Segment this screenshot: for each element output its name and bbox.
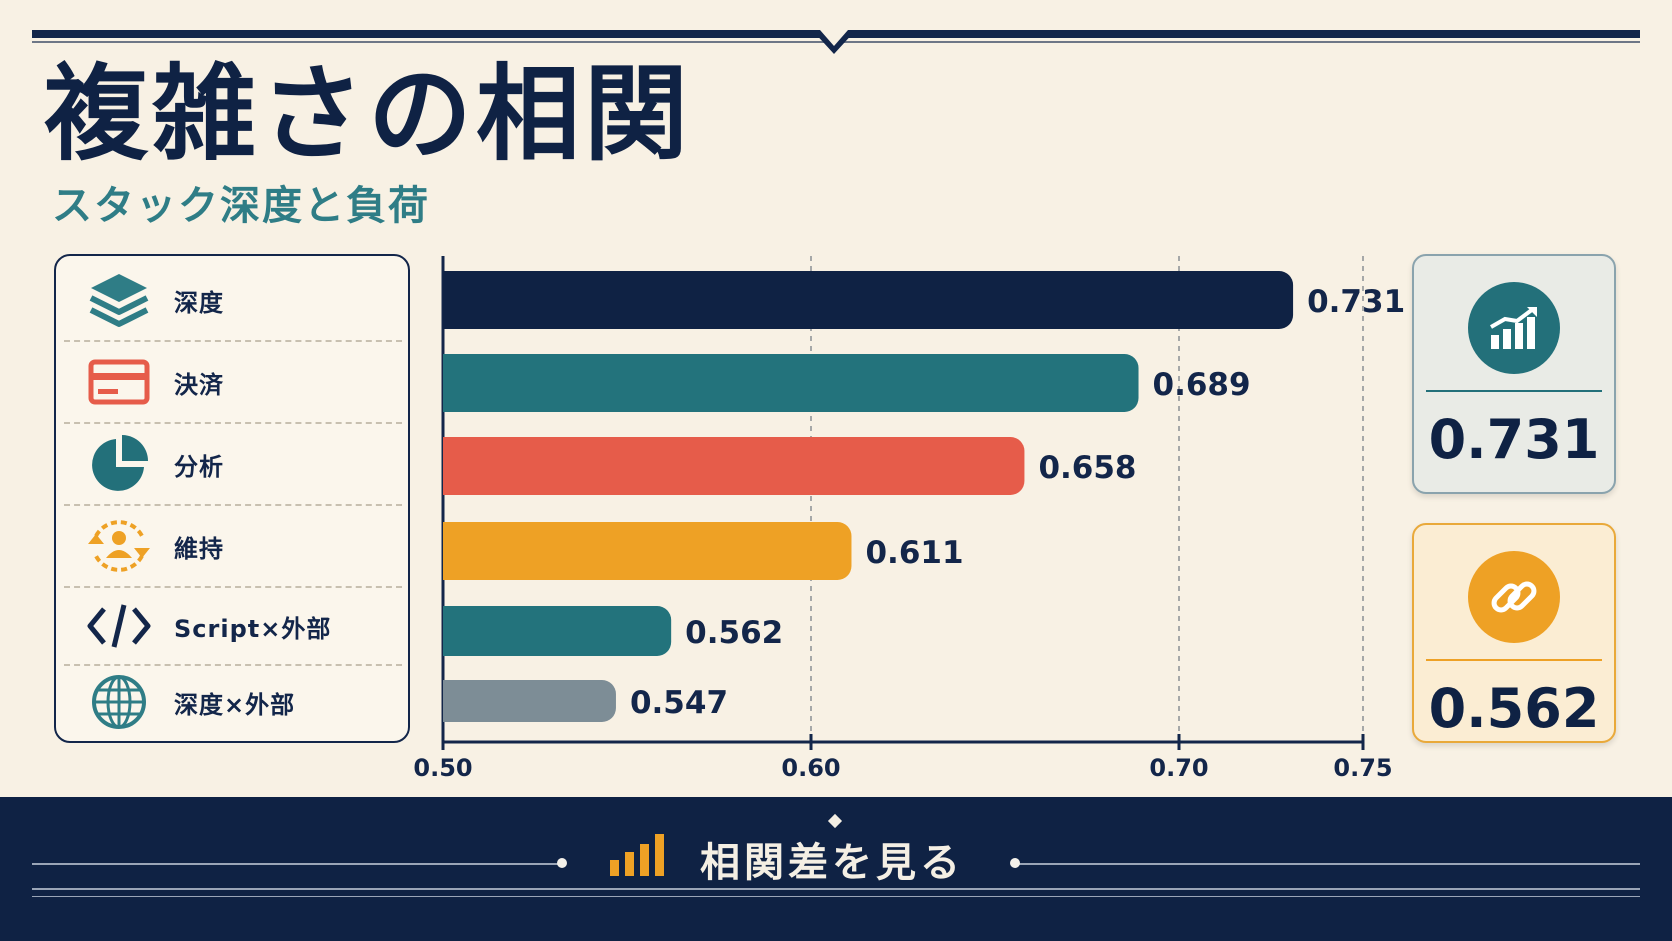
footer-dot-right — [1010, 858, 1020, 868]
legend-label: 深度×外部 — [174, 690, 296, 719]
bar-left-edge — [443, 522, 463, 580]
bar-value-label: 0.658 — [1038, 450, 1136, 486]
layers-icon — [64, 260, 174, 340]
page-subtitle: スタック深度と負荷 — [52, 183, 430, 229]
legend-divider — [64, 340, 402, 342]
legend-label: 決済 — [174, 370, 224, 399]
bar-left-edge — [443, 271, 463, 329]
trend-chart-icon — [1468, 282, 1560, 374]
bar-value-label: 0.562 — [685, 615, 783, 651]
x-tick-label: 0.75 — [1333, 754, 1392, 782]
footer-line-right — [1016, 863, 1640, 865]
bar — [443, 354, 1139, 412]
legend-divider — [64, 586, 402, 588]
legend-item-script-external: Script×外部 — [64, 586, 402, 666]
legend-divider — [64, 422, 402, 424]
legend-divider — [64, 504, 402, 506]
legend-label: 分析 — [174, 452, 224, 481]
footer-line-bottom-thin — [32, 896, 1640, 897]
credit-card-icon — [64, 342, 174, 422]
bar — [443, 271, 1294, 329]
bar-value-label: 0.611 — [865, 535, 963, 571]
legend-divider — [64, 664, 402, 666]
footer-cta-button[interactable]: 相関差を見る — [700, 839, 964, 886]
card-divider — [1426, 390, 1602, 392]
bar-left-edge — [443, 354, 463, 412]
top-notch — [812, 30, 856, 54]
legend-item-analysis: 分析 — [64, 424, 402, 504]
footer-dot-left — [557, 858, 567, 868]
x-tick-label: 0.50 — [413, 754, 472, 782]
legend-panel: 深度 決済 分析 — [54, 254, 410, 743]
card-divider — [1426, 659, 1602, 661]
bar-left-edge — [443, 680, 463, 722]
bar — [443, 606, 672, 656]
legend-item-maintenance: 維持 — [64, 506, 402, 586]
bar-left-edge — [443, 437, 463, 495]
link-icon — [1468, 551, 1560, 643]
page-title: 複雑さの相関 — [44, 52, 693, 175]
footer-line-left — [32, 863, 562, 865]
card-value: 0.731 — [1428, 408, 1600, 471]
x-tick-label: 0.70 — [1149, 754, 1208, 782]
link-correlation-card: 0.562 — [1412, 523, 1616, 743]
legend-item-depth-external: 深度×外部 — [64, 662, 402, 742]
bar-chart-icon — [610, 834, 664, 876]
pie-chart-icon — [64, 424, 174, 504]
bar-value-label: 0.731 — [1307, 284, 1405, 320]
bar-value-label: 0.689 — [1153, 367, 1251, 403]
footer-line-bottom — [32, 888, 1640, 890]
legend-item-depth: 深度 — [64, 260, 402, 340]
x-tick-label: 0.60 — [781, 754, 840, 782]
legend-item-payment: 決済 — [64, 342, 402, 422]
legend-label: Script×外部 — [174, 614, 332, 643]
user-cycle-icon — [64, 506, 174, 586]
bar-left-edge — [443, 606, 463, 656]
bar — [443, 522, 852, 580]
max-correlation-card: 0.731 — [1412, 254, 1616, 494]
bar-chart: 0.50 0.60 0.70 0.75 0.731 0.689 0.658 0.611 0.56… — [413, 256, 1405, 782]
bar-value-label: 0.547 — [630, 685, 728, 721]
legend-label: 深度 — [174, 288, 224, 317]
bar — [443, 437, 1025, 495]
card-value: 0.562 — [1428, 677, 1600, 740]
code-icon — [64, 586, 174, 666]
bar — [443, 680, 616, 722]
legend-label: 維持 — [174, 534, 224, 563]
globe-icon — [64, 662, 174, 742]
